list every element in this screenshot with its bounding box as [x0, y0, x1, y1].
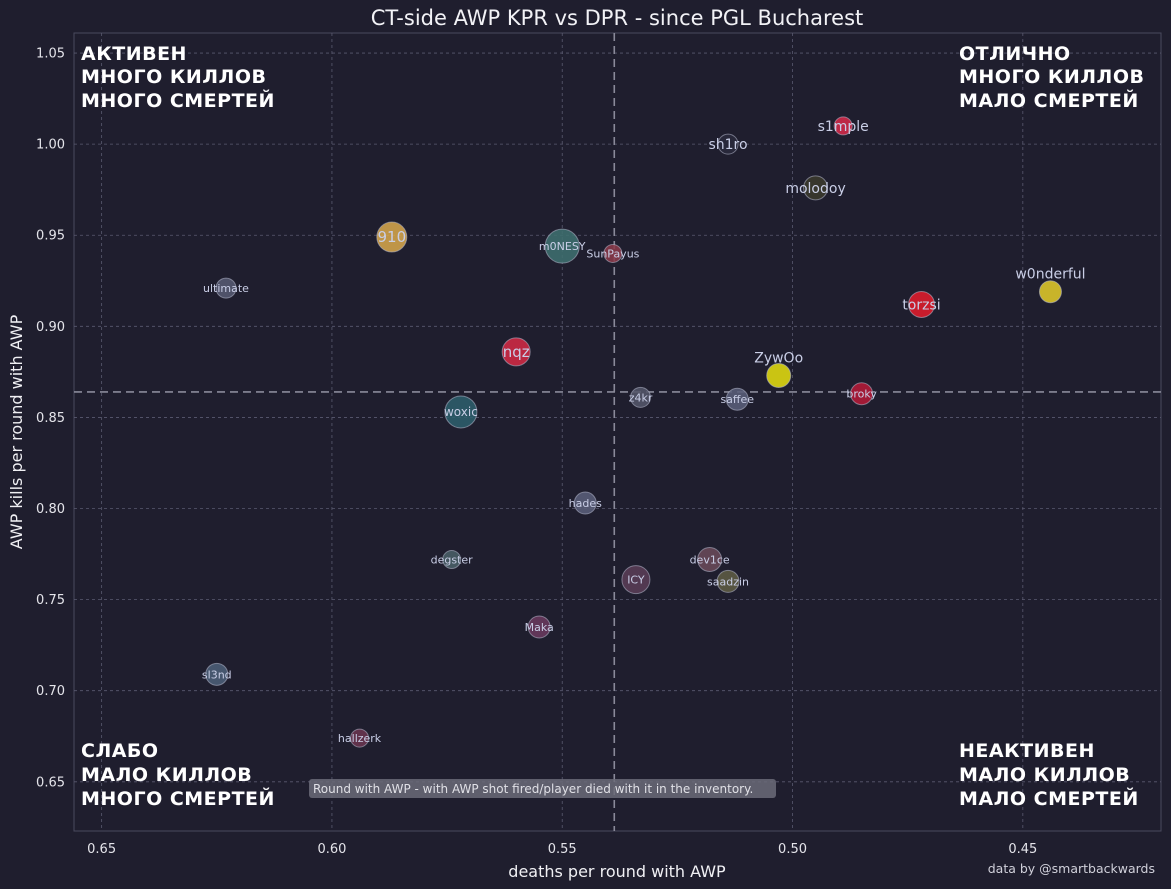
point-sl3nd — [205, 662, 229, 686]
plot-area — [73, 32, 1162, 832]
quadrant-top-left-line-1: АКТИВЕН — [81, 43, 187, 65]
point-dev1ce — [697, 547, 723, 573]
quadrant-bottom-right-line-2: МАЛО КИЛЛОВ — [959, 764, 1130, 786]
label-dev1ce: dev1ce — [690, 554, 730, 567]
x-tick-label: 0.55 — [548, 842, 577, 857]
label-z4kr: z4kr — [629, 391, 653, 404]
quadrant-top-right-line-2: МНОГО КИЛЛОВ — [959, 66, 1144, 88]
point-sunpayus — [603, 243, 623, 263]
label-icy: ICY — [627, 574, 645, 587]
point-degster — [442, 550, 462, 570]
data-credit: data by @smartbackwards — [988, 861, 1155, 876]
y-tick-label: 0.70 — [36, 684, 65, 699]
label-sl3nd: sl3nd — [202, 668, 232, 681]
x-tick-label: 0.45 — [1008, 842, 1037, 857]
point-s1mple — [833, 116, 853, 136]
footnote-background — [309, 779, 776, 798]
point-saffee — [725, 387, 749, 411]
quadrant-bottom-right-line-3: МАЛО СМЕРТЕЙ — [959, 787, 1139, 810]
point-molodoy — [803, 175, 829, 201]
point-woxic — [444, 395, 478, 429]
label-broky: broky — [846, 388, 877, 401]
y-tick-label: 0.65 — [36, 775, 65, 790]
point-zywoo — [766, 363, 792, 389]
quadrant-top-left: АКТИВЕН МНОГО КИЛЛОВ МНОГО СМЕРТЕЙ — [81, 43, 275, 112]
x-tick-label: 0.60 — [317, 842, 346, 857]
point-m0nesy — [544, 228, 580, 264]
y-tick-label: 0.80 — [36, 502, 65, 517]
label-ultimate: ultimate — [203, 282, 249, 295]
y-axis-label: AWP kills per round with AWP — [7, 314, 26, 549]
label-zywoo: ZywOo — [754, 351, 803, 367]
y-tick-label: 1.05 — [36, 47, 65, 62]
label-hades: hades — [569, 497, 602, 510]
point-hallzerk — [350, 728, 370, 748]
point-hades — [573, 491, 597, 515]
label-torzsi: torzsi — [902, 297, 940, 313]
x-tick-label: 0.50 — [778, 842, 807, 857]
label-molodoy: molodoy — [785, 181, 845, 197]
y-tick-label: 1.00 — [36, 138, 65, 153]
label-w0nderful: w0nderful — [1015, 267, 1085, 283]
point-910 — [376, 221, 408, 253]
x-axis-label: deaths per round with AWP — [508, 862, 726, 881]
footnote-text: Round with AWP - with AWP shot fired/pla… — [313, 782, 753, 796]
point-sh1ro — [717, 133, 739, 155]
label-hallzerk: hallzerk — [338, 732, 382, 745]
y-tick-label: 0.75 — [36, 593, 65, 608]
point-icy — [621, 565, 651, 595]
label-woxic: woxic — [444, 405, 478, 419]
data-points — [205, 116, 1062, 748]
point-broky — [850, 382, 874, 406]
label-nqz: nqz — [503, 343, 530, 361]
label-saadzin: saadzin — [707, 575, 749, 588]
quadrant-bottom-left-line-2: МАЛО КИЛЛОВ — [81, 764, 252, 786]
grid-lines — [74, 33, 1161, 831]
label-m0nesy: m0NESY — [539, 240, 586, 253]
quadrant-bottom-right: НЕАКТИВЕН МАЛО КИЛЛОВ МАЛО СМЕРТЕЙ — [959, 740, 1139, 810]
quadrant-top-right-line-1: ОТЛИЧНО — [959, 43, 1071, 65]
quadrant-top-right: ОТЛИЧНО МНОГО КИЛЛОВ МАЛО СМЕРТЕЙ — [959, 43, 1144, 112]
chart-title: CT-side AWP KPR vs DPR - since PGL Bucha… — [371, 6, 864, 30]
point-w0nderful — [1038, 280, 1062, 304]
quadrant-top-right-line-3: МАЛО СМЕРТЕЙ — [959, 89, 1139, 112]
x-tick-label: 0.65 — [87, 842, 116, 857]
quadrant-bottom-right-line-1: НЕАКТИВЕН — [959, 740, 1095, 762]
reference-lines — [74, 33, 1161, 831]
y-tick-label: 0.95 — [36, 229, 65, 244]
label-degster: degster — [431, 554, 474, 567]
point-saadzin — [716, 569, 740, 593]
label-910: 910 — [377, 228, 406, 246]
quadrant-bottom-left-line-3: МНОГО СМЕРТЕЙ — [81, 787, 275, 810]
y-tick-label: 0.85 — [36, 411, 65, 426]
point-z4kr — [630, 386, 652, 408]
tick-labels: 0.65 0.60 0.55 0.50 0.45 0.65 0.70 0.75 0.80 0.85… — [36, 47, 1037, 857]
label-maka: Maka — [525, 621, 554, 634]
quadrant-top-left-line-3: МНОГО СМЕРТЕЙ — [81, 89, 275, 112]
label-s1mple: s1mple — [818, 119, 869, 135]
label-sh1ro: sh1ro — [708, 137, 747, 153]
label-sunpayus: SunPayus — [586, 247, 639, 260]
footnote-box: Round with AWP - with AWP shot fired/pla… — [309, 779, 776, 798]
point-nqz — [501, 337, 531, 367]
y-tick-label: 0.90 — [36, 320, 65, 335]
point-maka — [527, 615, 551, 639]
quadrant-top-left-line-2: МНОГО КИЛЛОВ — [81, 66, 266, 88]
point-ultimate — [215, 277, 237, 299]
quadrant-bottom-left-line-1: СЛАБО — [81, 740, 159, 762]
label-saffee: saffee — [720, 393, 754, 406]
quadrant-bottom-left: СЛАБО МАЛО КИЛЛОВ МНОГО СМЕРТЕЙ — [81, 740, 275, 810]
point-torzsi — [907, 290, 935, 318]
